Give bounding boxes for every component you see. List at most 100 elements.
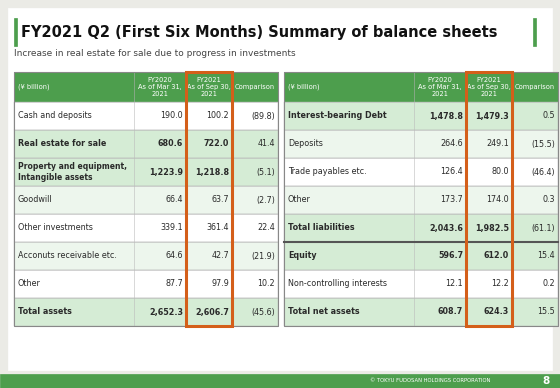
Text: 2,652.3: 2,652.3 [149, 308, 183, 317]
Text: 87.7: 87.7 [165, 279, 183, 289]
Bar [14, 270, 278, 298]
Text: © TOKYU FUDOSAN HOLDINGS CORPORATION: © TOKYU FUDOSAN HOLDINGS CORPORATION [370, 379, 490, 383]
Text: 2,043.6: 2,043.6 [429, 223, 463, 232]
Text: FY2021
As of Sep 30,
2021: FY2021 As of Sep 30, 2021 [187, 77, 231, 97]
Text: Cash and deposits: Cash and deposits [18, 111, 92, 121]
Text: 100.2: 100.2 [207, 111, 229, 121]
Text: FY2021
As of Sep 30,
2021: FY2021 As of Sep 30, 2021 [467, 77, 511, 97]
Bar [284, 214, 558, 242]
Text: 1,218.8: 1,218.8 [195, 168, 229, 177]
Bar [14, 158, 278, 186]
Bar [14, 18, 17, 46]
Bar [14, 242, 278, 270]
Bar [186, 72, 232, 326]
Bar [284, 72, 414, 102]
Text: (2.7): (2.7) [256, 196, 275, 204]
Text: Comparison: Comparison [235, 84, 275, 90]
Bar [284, 158, 558, 186]
Text: Total liabilities: Total liabilities [288, 223, 354, 232]
Text: 0.2: 0.2 [543, 279, 555, 289]
Bar [14, 130, 278, 158]
Text: 624.3: 624.3 [484, 308, 509, 317]
Text: 1,479.3: 1,479.3 [475, 111, 509, 121]
Text: Goodwill: Goodwill [18, 196, 53, 204]
Text: 190.0: 190.0 [160, 111, 183, 121]
Bar [284, 270, 558, 298]
Text: 12.1: 12.1 [445, 279, 463, 289]
Text: 97.9: 97.9 [211, 279, 229, 289]
Text: 10.2: 10.2 [258, 279, 275, 289]
Text: Comparison: Comparison [515, 84, 555, 90]
Text: Other: Other [288, 196, 311, 204]
Text: 126.4: 126.4 [440, 168, 463, 177]
Text: 361.4: 361.4 [207, 223, 229, 232]
Bar [232, 72, 278, 102]
Text: 66.4: 66.4 [166, 196, 183, 204]
Text: 8: 8 [543, 376, 550, 386]
Text: FY2021 Q2 (First Six Months) Summary of balance sheets: FY2021 Q2 (First Six Months) Summary of … [21, 24, 497, 40]
Bar [414, 72, 466, 102]
Text: Property and equipment,
Intangible assets: Property and equipment, Intangible asset… [18, 163, 127, 182]
Text: Total assets: Total assets [18, 308, 72, 317]
Text: 722.0: 722.0 [204, 140, 229, 149]
Text: 1,982.5: 1,982.5 [475, 223, 509, 232]
Text: (61.1): (61.1) [531, 223, 555, 232]
Text: Trade payables etc.: Trade payables etc. [288, 168, 367, 177]
Bar [14, 214, 278, 242]
Text: 12.2: 12.2 [491, 279, 509, 289]
Bar [533, 18, 536, 46]
Text: 608.7: 608.7 [438, 308, 463, 317]
Text: 264.6: 264.6 [440, 140, 463, 149]
Bar [14, 72, 278, 326]
Text: 174.0: 174.0 [487, 196, 509, 204]
Text: 63.7: 63.7 [211, 196, 229, 204]
Text: 15.4: 15.4 [538, 251, 555, 260]
Text: Other investments: Other investments [18, 223, 93, 232]
Text: (21.9): (21.9) [251, 251, 275, 260]
Text: (¥ billion): (¥ billion) [288, 84, 320, 90]
Bar [284, 186, 558, 214]
Text: 0.3: 0.3 [543, 196, 555, 204]
Bar [512, 72, 558, 102]
Text: 15.5: 15.5 [537, 308, 555, 317]
Text: Interest-bearing Debt: Interest-bearing Debt [288, 111, 386, 121]
Bar [284, 72, 558, 326]
Text: 1,223.9: 1,223.9 [149, 168, 183, 177]
Text: 42.7: 42.7 [211, 251, 229, 260]
Text: Other: Other [18, 279, 41, 289]
Text: 680.6: 680.6 [158, 140, 183, 149]
Bar [284, 130, 558, 158]
Bar [284, 298, 558, 326]
Bar [134, 72, 186, 102]
Bar [14, 298, 278, 326]
Text: (5.1): (5.1) [256, 168, 275, 177]
Bar [186, 72, 232, 102]
Text: FY2020
As of Mar 31,
2021: FY2020 As of Mar 31, 2021 [138, 77, 182, 97]
Text: (¥ billion): (¥ billion) [18, 84, 50, 90]
Text: 41.4: 41.4 [258, 140, 275, 149]
Text: Acconuts receivable etc.: Acconuts receivable etc. [18, 251, 117, 260]
Text: 1,478.8: 1,478.8 [429, 111, 463, 121]
Bar [466, 72, 512, 326]
Text: 0.5: 0.5 [543, 111, 555, 121]
Bar [14, 186, 278, 214]
Text: 64.6: 64.6 [166, 251, 183, 260]
Text: Non-controlling interests: Non-controlling interests [288, 279, 387, 289]
Bar [284, 242, 558, 270]
Text: Total net assets: Total net assets [288, 308, 360, 317]
Text: (15.5): (15.5) [531, 140, 555, 149]
Text: 2,606.7: 2,606.7 [195, 308, 229, 317]
Text: 80.0: 80.0 [492, 168, 509, 177]
Bar [466, 72, 512, 102]
Text: (45.6): (45.6) [251, 308, 275, 317]
Text: 22.4: 22.4 [257, 223, 275, 232]
Bar [14, 72, 134, 102]
Text: Real estate for sale: Real estate for sale [18, 140, 106, 149]
Text: FY2020
As of Mar 31,
2021: FY2020 As of Mar 31, 2021 [418, 77, 462, 97]
Bar [284, 102, 558, 130]
Bar [0, 374, 560, 388]
Text: Increase in real estate for sale due to progress in investments: Increase in real estate for sale due to … [14, 50, 296, 59]
Text: Deposits: Deposits [288, 140, 323, 149]
Text: (46.4): (46.4) [531, 168, 555, 177]
Text: 596.7: 596.7 [438, 251, 463, 260]
